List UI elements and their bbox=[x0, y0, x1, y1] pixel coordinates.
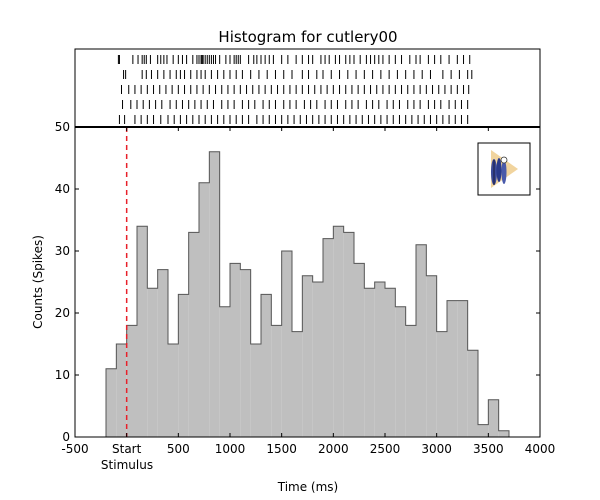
x-tick-label: 500 bbox=[167, 442, 190, 456]
x-tick-label: 4000 bbox=[525, 442, 556, 456]
histogram-bar bbox=[106, 368, 117, 437]
histogram-panel: -500 Start 500 1000 1500 2000 2500 3000 3500 4000… bbox=[55, 120, 556, 456]
x-tick-label: 2500 bbox=[370, 442, 401, 456]
y-axis-label: Counts (Spikes) bbox=[31, 235, 45, 329]
histogram-bar bbox=[364, 288, 375, 437]
histogram-bar bbox=[343, 232, 354, 437]
histogram-bar bbox=[292, 331, 303, 437]
x-tick-label: 3000 bbox=[421, 442, 452, 456]
histogram-bar bbox=[157, 269, 168, 437]
histogram-bar bbox=[405, 325, 416, 437]
x-tick-label: -500 bbox=[61, 442, 88, 456]
y-tick-label: 10 bbox=[55, 368, 70, 382]
histogram-bar bbox=[354, 263, 365, 437]
x-tick-label: 1000 bbox=[215, 442, 246, 456]
x-tick-label: Start bbox=[112, 442, 142, 456]
histogram-bar bbox=[219, 306, 230, 437]
histogram-bar bbox=[385, 288, 396, 437]
x-axis-ticks: -500 Start 500 1000 1500 2000 2500 3000 3500 4000 bbox=[61, 127, 555, 456]
y-tick-label: 50 bbox=[55, 120, 70, 134]
histogram-bar bbox=[271, 325, 282, 437]
histogram-bars bbox=[105, 151, 510, 438]
raster-panel bbox=[74, 48, 541, 128]
histogram-bar bbox=[209, 151, 220, 438]
x-tick-label: 1500 bbox=[266, 442, 297, 456]
raster-spike-ticks bbox=[117, 55, 473, 124]
histogram-bar bbox=[488, 399, 499, 437]
histogram-bar bbox=[374, 282, 385, 437]
histogram-bar bbox=[126, 325, 137, 437]
histogram-bar bbox=[250, 344, 261, 437]
chart-title: Histogram for cutlery00 bbox=[218, 28, 397, 46]
histogram-outline bbox=[105, 151, 510, 437]
histogram-bar bbox=[178, 294, 189, 437]
cutlery-thumbnail-icon bbox=[477, 142, 531, 196]
histogram-bar bbox=[333, 226, 344, 437]
histogram-bar bbox=[281, 251, 292, 437]
y-tick-label: 30 bbox=[55, 244, 70, 258]
histogram-bar bbox=[436, 331, 447, 437]
x-axis-label: Time (ms) bbox=[277, 480, 339, 494]
histogram-bar bbox=[467, 350, 478, 437]
histogram-bar bbox=[188, 232, 199, 437]
histogram-bar bbox=[498, 430, 509, 437]
histogram-bar bbox=[312, 282, 323, 437]
histogram-bar bbox=[416, 244, 427, 437]
x-tick-label: 3500 bbox=[473, 442, 504, 456]
histogram-bar bbox=[240, 269, 251, 437]
histogram-bar bbox=[261, 294, 272, 437]
y-tick-label: 40 bbox=[55, 182, 70, 196]
histogram-bar bbox=[168, 344, 179, 437]
histogram-bar bbox=[147, 288, 158, 437]
histogram-bar bbox=[478, 424, 489, 437]
y-tick-label: 0 bbox=[62, 430, 70, 444]
histogram-bar bbox=[457, 300, 468, 437]
histogram-bar bbox=[302, 275, 313, 437]
histogram-bar bbox=[199, 182, 210, 437]
y-axis-ticks: 0 10 20 30 40 50 bbox=[55, 120, 540, 444]
histogram-bar bbox=[116, 344, 127, 437]
stimulus-label: Stimulus bbox=[101, 458, 153, 472]
histogram-bar bbox=[395, 306, 406, 437]
histogram-bar bbox=[137, 226, 148, 437]
x-tick-label: 2000 bbox=[318, 442, 349, 456]
histogram-bar bbox=[447, 300, 458, 437]
histogram-bar bbox=[323, 238, 334, 437]
histogram-bar bbox=[426, 275, 437, 437]
raster-panel-frame bbox=[74, 48, 541, 128]
histogram-bar bbox=[230, 263, 241, 437]
y-tick-label: 20 bbox=[55, 306, 70, 320]
